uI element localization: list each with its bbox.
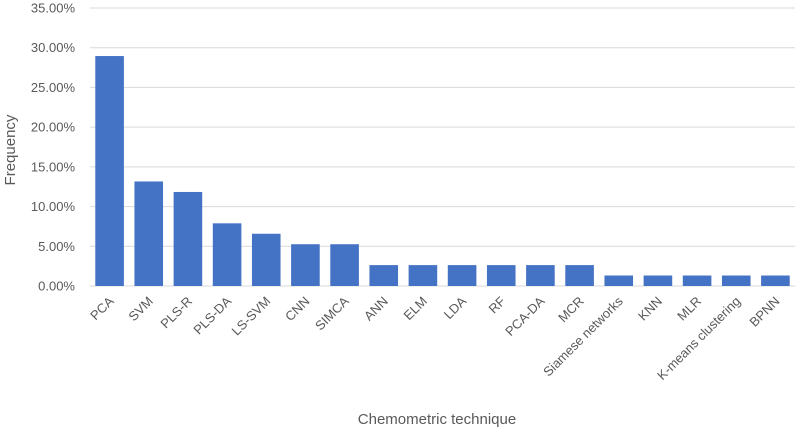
bar-k-means-clustering xyxy=(721,275,751,286)
bar-rf xyxy=(486,265,516,286)
x-category-label: ANN xyxy=(361,294,391,324)
bar-svm xyxy=(134,181,164,286)
bar-ls-svm xyxy=(251,233,281,286)
y-tick-label: 15.00% xyxy=(31,159,76,174)
bar-ann xyxy=(369,265,399,286)
y-tick-label: 30.00% xyxy=(31,40,76,55)
y-tick-label: 20.00% xyxy=(31,120,76,135)
bar-simca xyxy=(330,244,359,286)
x-axis-title: Chemometric technique xyxy=(358,411,516,428)
x-category-label: BPNN xyxy=(746,294,782,330)
x-category-label: LS-SVM xyxy=(229,294,274,339)
bar-mcr xyxy=(565,265,594,286)
bars xyxy=(95,56,790,286)
y-axis-title: Frequency xyxy=(2,114,19,185)
x-category-label: PLS-DA xyxy=(190,293,234,337)
x-category-label: SIMCA xyxy=(312,293,352,333)
y-tick-label: 10.00% xyxy=(31,199,76,214)
y-tick-label: 0.00% xyxy=(38,279,75,294)
bar-lda xyxy=(447,265,477,286)
bar-pls-r xyxy=(173,191,203,286)
x-category-label: MLR xyxy=(674,294,704,324)
y-tick-label: 25.00% xyxy=(31,80,76,95)
bar-pca-da xyxy=(526,265,555,286)
bar-cnn xyxy=(291,244,320,286)
bar-pls-da xyxy=(212,223,242,286)
bar-mlr xyxy=(682,275,712,286)
y-tick-label: 5.00% xyxy=(38,239,75,254)
x-category-label: PCA-DA xyxy=(502,293,548,339)
bar-siamese-networks xyxy=(604,275,634,286)
x-category-label: PLS-R xyxy=(157,294,195,332)
x-category-label: PCA xyxy=(87,293,117,323)
bar-pca xyxy=(95,56,124,286)
x-category-label: RF xyxy=(486,293,509,316)
x-category-label: CNN xyxy=(282,294,313,325)
y-tick-label: 35.00% xyxy=(31,1,76,16)
bar-elm xyxy=(408,265,438,286)
bar-bpnn xyxy=(761,275,790,286)
x-category-label: MCR xyxy=(555,294,587,326)
bar-knn xyxy=(643,275,673,286)
x-category-label: KNN xyxy=(635,294,665,324)
y-axis-ticks: 0.00% 5.00% 10.00% 15.00% 20.00% 25.00% 30.00%… xyxy=(31,1,76,294)
gridlines xyxy=(90,7,795,287)
x-category-label: LDA xyxy=(441,293,470,322)
x-category-label: ELM xyxy=(401,294,431,324)
x-category-label: SVM xyxy=(125,294,156,325)
